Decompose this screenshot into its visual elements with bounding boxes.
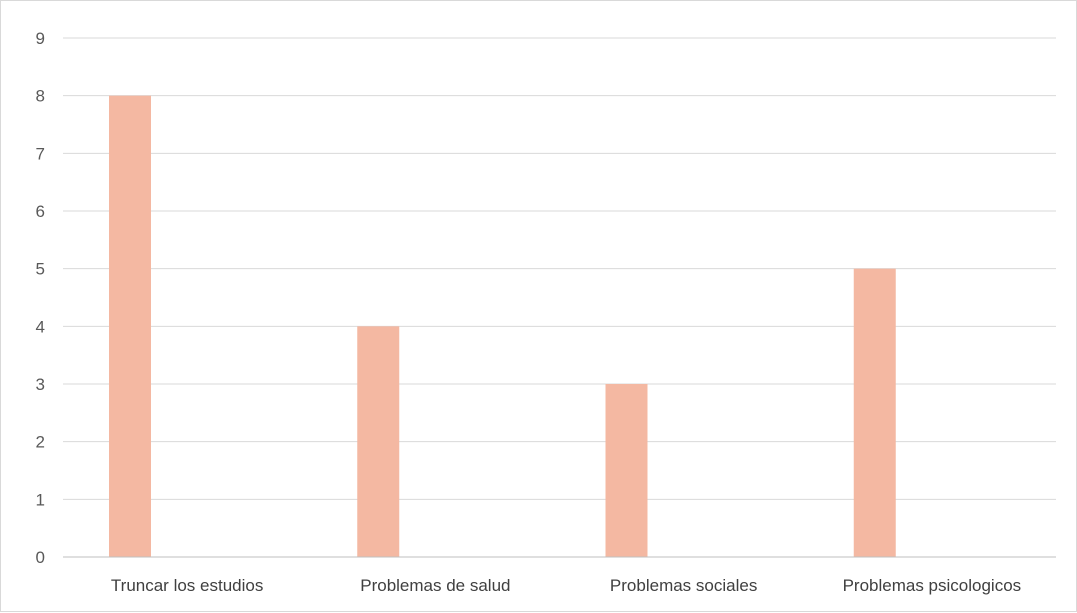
gridlines <box>63 37 1056 500</box>
y-tick-label: 2 <box>36 433 45 452</box>
y-tick-label: 8 <box>36 87 45 106</box>
y-tick-label: 4 <box>36 317 45 336</box>
y-tick-label: 6 <box>36 202 45 221</box>
y-tick-label: 0 <box>36 548 45 567</box>
y-axis-ticks: 0 1 2 3 4 5 6 7 8 9 <box>36 29 45 567</box>
y-tick-label: 7 <box>36 144 45 163</box>
bar <box>605 384 648 557</box>
y-tick-label: 3 <box>36 375 45 394</box>
bar <box>853 268 896 557</box>
x-category-label: Problemas sociales <box>610 576 757 595</box>
x-axis-categories: Truncar los estudios Problemas de salud Pr… <box>111 576 1021 595</box>
y-tick-label: 1 <box>36 490 45 509</box>
y-tick-label: 9 <box>36 29 45 48</box>
bars <box>109 95 896 558</box>
bar <box>109 95 151 558</box>
x-category-label: Problemas de salud <box>360 576 510 595</box>
x-category-label: Problemas psicologicos <box>843 576 1022 595</box>
bar <box>357 326 400 557</box>
x-category-label: Truncar los estudios <box>111 576 263 595</box>
y-tick-label: 5 <box>36 260 45 279</box>
